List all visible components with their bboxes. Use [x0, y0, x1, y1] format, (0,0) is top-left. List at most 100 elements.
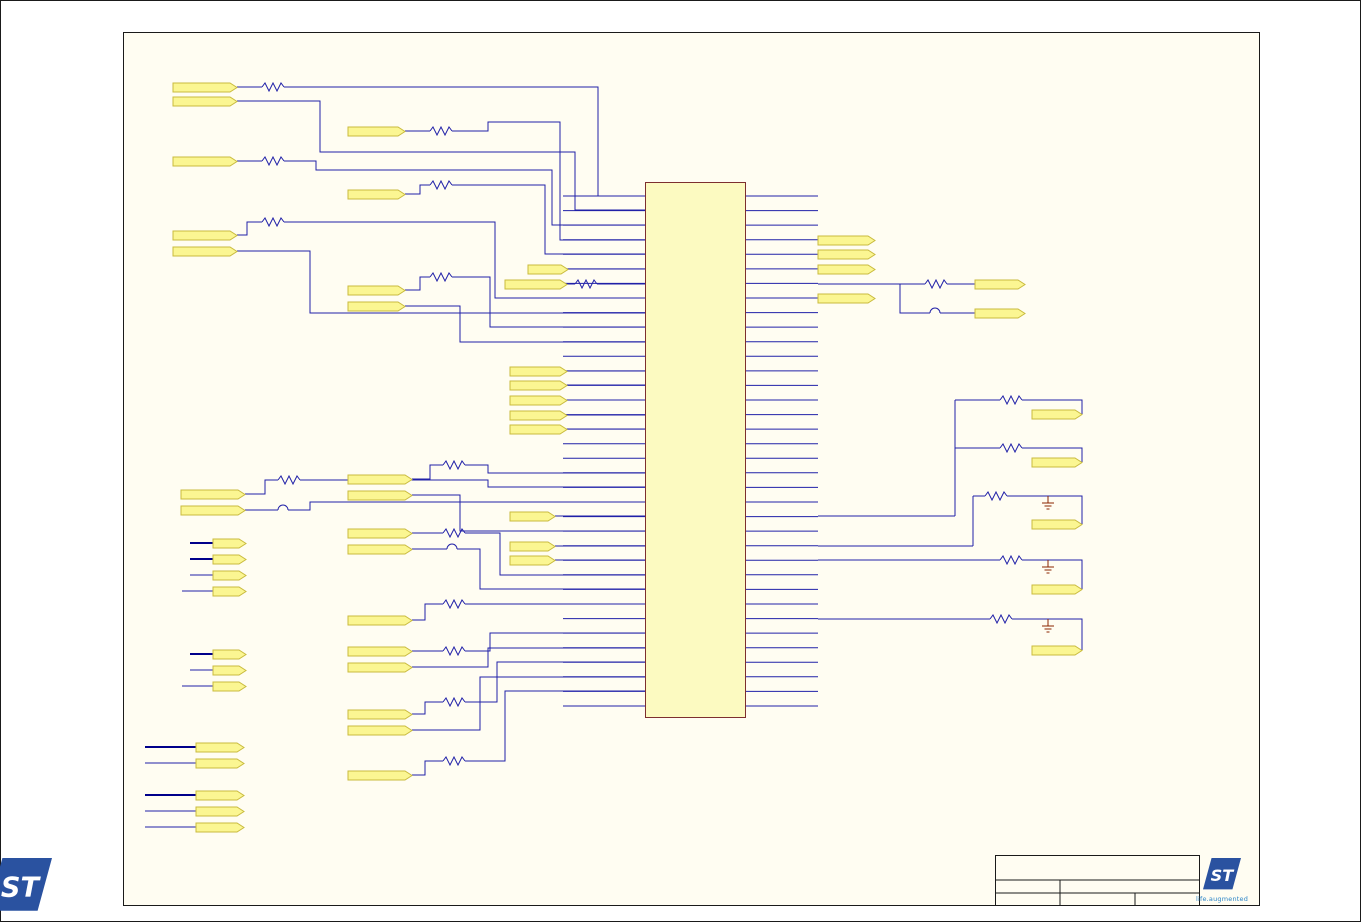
st-logo-bottom-right: ST [1203, 858, 1241, 890]
net-flag [509, 511, 556, 522]
net-flag [212, 538, 247, 549]
wire [457, 548, 645, 590]
st-logo-bottom-left: ST [0, 858, 53, 911]
wire [237, 100, 645, 211]
wire-hop [277, 504, 289, 511]
wire [237, 250, 645, 314]
resistor [989, 613, 1013, 625]
net-flag [347, 662, 413, 673]
net-flag [347, 725, 413, 736]
net-flag [347, 544, 413, 555]
net-flag [180, 489, 246, 500]
net-flag [347, 285, 406, 296]
wire [412, 701, 443, 715]
resistor [261, 155, 285, 167]
wire [412, 676, 645, 731]
resistor [574, 278, 598, 290]
wire [405, 276, 430, 291]
net-flag [509, 410, 568, 421]
wire-hop [446, 543, 458, 550]
st-tagline: life.augmented [1195, 895, 1249, 903]
ground-symbol [1042, 496, 1054, 510]
resistor [261, 216, 285, 228]
net-flag [974, 308, 1026, 319]
st-logo-text: ST [1211, 866, 1236, 885]
net-flag [212, 570, 247, 581]
resistor [442, 598, 466, 610]
net-flag [347, 474, 413, 485]
net-flag [172, 156, 238, 167]
resistor [924, 278, 948, 290]
wire [899, 284, 930, 314]
wire [237, 221, 262, 236]
net-flag [509, 380, 568, 391]
wire [1007, 495, 1083, 524]
resistor [442, 696, 466, 708]
net-flag [212, 665, 247, 676]
net-flag [195, 806, 245, 817]
wire [1012, 618, 1083, 650]
net-flag [212, 554, 247, 565]
net-flag [1031, 457, 1083, 468]
resistor [999, 394, 1023, 406]
resistor [429, 125, 453, 137]
net-flag [1031, 519, 1083, 530]
net-flag [1031, 584, 1083, 595]
net-flag [172, 82, 238, 93]
st-logo-shape [0, 858, 53, 911]
wire [412, 760, 443, 776]
net-flag [509, 424, 568, 435]
wire [245, 479, 278, 495]
wire [288, 501, 645, 511]
st-logo-shape [1203, 858, 1241, 890]
wire [405, 305, 645, 343]
resistor [277, 474, 301, 486]
net-flag [527, 264, 569, 275]
resistor [442, 645, 466, 657]
net-flag [347, 709, 413, 720]
net-flag [509, 366, 568, 377]
resistor [429, 271, 453, 283]
resistor [999, 442, 1023, 454]
wire [405, 184, 430, 195]
net-flag [817, 264, 876, 275]
wire [412, 494, 645, 532]
st-logo-text: ST [1, 872, 42, 903]
net-flag [347, 646, 413, 657]
net-flag [509, 541, 556, 552]
net-flag [817, 293, 876, 304]
net-flag [347, 615, 413, 626]
resistor [442, 459, 466, 471]
net-flag [347, 770, 413, 781]
net-flag [212, 586, 247, 597]
net-flag [347, 126, 406, 137]
net-flag [817, 249, 876, 260]
net-flag [509, 395, 568, 406]
net-flag [172, 230, 238, 241]
net-flag [212, 649, 247, 660]
ground-symbol [1042, 560, 1054, 574]
net-flag [504, 279, 568, 290]
wire [412, 603, 443, 621]
wire [1022, 399, 1083, 414]
ic-body [645, 182, 746, 718]
resistor [429, 179, 453, 191]
wire [1022, 559, 1083, 589]
resistor [442, 527, 466, 539]
net-flag [974, 279, 1026, 290]
net-flag [1031, 645, 1083, 656]
net-flag [347, 301, 406, 312]
resistor [261, 81, 285, 93]
net-flag [212, 681, 247, 692]
net-flag [195, 742, 245, 753]
net-flag [509, 555, 556, 566]
net-flag [195, 790, 245, 801]
net-flag [817, 235, 876, 246]
net-flag [172, 96, 238, 107]
net-flag [347, 189, 406, 200]
wire [1022, 447, 1083, 462]
net-flag [347, 528, 413, 539]
net-flag [347, 490, 413, 501]
